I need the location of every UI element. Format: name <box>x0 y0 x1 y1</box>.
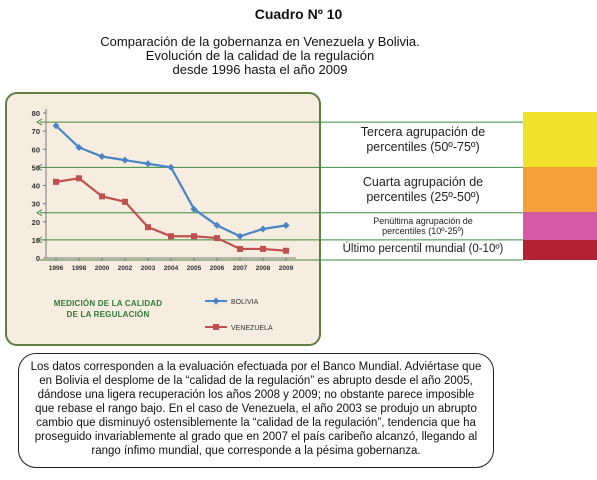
band-third-line-1: Tercera agrupación de <box>360 125 486 140</box>
band-penultimate-line-2: percentiles (10º-25º) <box>382 226 464 236</box>
band-swatch-third <box>523 112 597 167</box>
figure-subtitle: Comparación de la gobernanza en Venezuel… <box>60 35 460 77</box>
band-penultimate-line-1: Penúltima agrupación de <box>373 215 473 226</box>
subtitle-line-2: Evolución de la calidad de la regulación <box>145 48 375 63</box>
band-swatch-last <box>523 240 597 260</box>
band-label-fourth: Cuarta agrupación de percentiles (25º-50º… <box>323 167 523 212</box>
subtitle-line-1: Comparación de la gobernanza en Venezuel… <box>100 34 420 49</box>
band-swatch-fourth <box>523 167 597 212</box>
band-last-line-1: Último percentil mundial (0-10º) <box>342 243 504 256</box>
legend-title-line-1: MEDICIÓN DE LA CALIDAD <box>53 299 163 308</box>
band-label-penultimate: Penúltima agrupación de percentiles (10º-… <box>323 212 523 240</box>
band-label-last: Último percentil mundial (0-10º) <box>323 240 523 260</box>
band-fourth-line-2: percentiles (25º-50º) <box>366 189 480 204</box>
band-fourth-line-1: Cuarta agrupación de <box>362 175 484 190</box>
band-label-third: Tercera agrupación de percentiles (50º-75… <box>323 112 523 167</box>
band-third-line-2: percentiles (50º-75º) <box>366 139 480 154</box>
legend-title-line-2: DE LA REGULACIÓN <box>66 310 150 319</box>
legend-title: MEDICIÓN DE LA CALIDAD DE LA REGULACIÓN <box>38 298 178 320</box>
figure-heading: Cuadro Nº 10 <box>254 6 343 22</box>
band-swatch-penultimate <box>523 212 597 240</box>
subtitle-line-3: desde 1996 hasta el año 2009 <box>172 62 348 77</box>
explanatory-note: Los datos corresponden a la evaluación e… <box>18 353 494 468</box>
